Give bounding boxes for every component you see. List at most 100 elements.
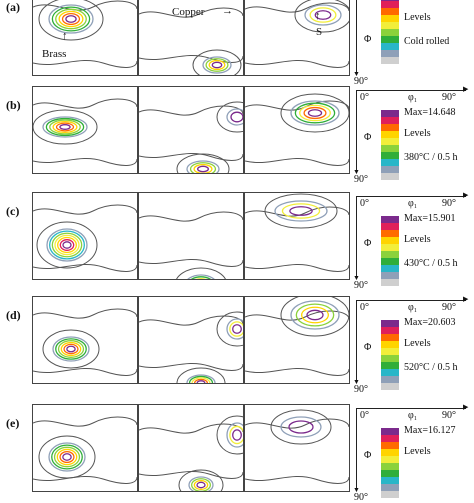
panel-label: (a)	[6, 0, 20, 14]
intensity-contour	[62, 453, 72, 461]
phi1-axis-label: φ₁	[408, 302, 418, 313]
legend-levels-label: Levels	[404, 234, 431, 245]
intensity-contour	[208, 59, 226, 71]
odf-figure: (a) ▼ Φ 90° Max=10.128 Levels Cold rolled (b) ▼ Φ…	[6, 0, 469, 503]
intensity-contour	[60, 341, 82, 357]
legend-color-swatch	[381, 57, 399, 64]
intensity-contour	[48, 4, 94, 34]
phi-axis-label: Φ	[364, 238, 372, 249]
intensity-contour	[45, 117, 85, 137]
outer-contour	[216, 101, 243, 133]
background-contour	[33, 204, 137, 272]
legend-color-swatch	[381, 279, 399, 286]
odf-section	[32, 296, 138, 384]
intensity-contour	[66, 345, 76, 353]
legend-color-swatch	[381, 428, 399, 435]
intensity-contour	[226, 108, 243, 126]
phi1-axis-arrow: ▶	[463, 85, 469, 93]
intensity-contour	[62, 241, 72, 249]
intensity-contour	[299, 104, 331, 122]
odf-contour-map	[33, 308, 137, 376]
intensity-contour	[229, 321, 243, 337]
intensity-contour	[230, 111, 243, 123]
intensity-contour	[232, 429, 242, 441]
outer-contour	[176, 367, 226, 383]
s-annotation: S	[316, 26, 323, 38]
panel-label: (b)	[6, 98, 21, 112]
outer-contour	[216, 311, 243, 347]
intensity-contour	[193, 163, 213, 173]
intensity-contour	[42, 116, 88, 138]
panel-label: (c)	[6, 204, 20, 218]
s-arrow: ↑	[315, 10, 321, 22]
phi1-axis-line	[356, 90, 466, 91]
odf-section	[244, 404, 350, 492]
phi1-axis-90-label: 90°	[442, 198, 456, 209]
odf-section	[32, 0, 138, 76]
phi1-axis-line	[356, 408, 466, 409]
background-contour	[33, 0, 137, 68]
legend-color-swatch	[381, 230, 399, 237]
odf-contour-map	[245, 193, 349, 272]
odf-contour-map	[139, 101, 243, 173]
phi-axis-90-label: 90°	[354, 174, 368, 185]
legend-color-swatch	[381, 152, 399, 159]
phi1-axis-arrow: ▶	[463, 295, 469, 303]
legend-color-swatch	[381, 320, 399, 327]
legend-color-swatch	[381, 131, 399, 138]
outer-contour	[192, 49, 242, 75]
intensity-contour	[289, 206, 313, 216]
intensity-contour	[46, 228, 88, 262]
background-contour	[245, 100, 349, 166]
phi1-axis-label: φ₁	[408, 198, 418, 209]
legend-color-swatch	[381, 0, 399, 1]
legend-condition-label: 430°C / 0.5 h	[404, 258, 458, 269]
phi1-axis-0-label: 0°	[360, 198, 369, 209]
legend-color-swatch	[381, 36, 399, 43]
phi1-axis-label: φ₁	[408, 92, 418, 103]
legend-color-swatch	[381, 138, 399, 145]
odf-section	[244, 86, 350, 174]
intensity-contour	[48, 442, 86, 472]
intensity-contour	[290, 300, 340, 330]
odf-section	[32, 192, 138, 280]
phi1-axis-arrow: ▶	[463, 191, 469, 199]
outer-contour	[176, 153, 230, 173]
legend-color-swatch	[381, 159, 399, 166]
legend-color-swatch	[381, 1, 399, 8]
legend-color-swatch	[381, 124, 399, 131]
intensity-contour	[187, 274, 215, 279]
intensity-contour	[55, 122, 75, 132]
odf-contour-map	[245, 93, 349, 166]
legend-color-swatch	[381, 117, 399, 124]
intensity-contour	[280, 416, 322, 438]
background-contour	[33, 98, 137, 166]
legend-levels-label: Levels	[404, 12, 431, 23]
intensity-contour	[304, 4, 342, 26]
legend-levels-label: Levels	[404, 338, 431, 349]
outer-contour	[42, 329, 100, 369]
legend-max-label: Max=15.901	[404, 213, 456, 224]
legend-max-label: Max=14.648	[404, 107, 456, 118]
intensity-contour	[226, 318, 243, 340]
intensity-contour	[59, 124, 71, 130]
odf-section	[138, 296, 244, 384]
phi-axis-90-label: 90°	[354, 280, 368, 291]
intensity-contour	[61, 12, 81, 26]
odf-contour-map	[245, 409, 349, 484]
intensity-contour	[274, 200, 328, 222]
intensity-contour	[301, 306, 329, 324]
legend-max-label: Max=20.603	[404, 317, 456, 328]
intensity-contour	[52, 120, 78, 134]
legend-condition-label: Cold rolled	[404, 36, 450, 47]
odf-section	[138, 86, 244, 174]
phi-axis-90-label: 90°	[354, 384, 368, 395]
odf-contour-map	[33, 98, 137, 166]
phi1-axis-90-label: 90°	[442, 302, 456, 313]
outer-contour	[294, 0, 349, 33]
intensity-contour	[295, 303, 335, 327]
phi-axis-line	[356, 90, 357, 172]
odf-section	[138, 192, 244, 280]
intensity-contour	[53, 446, 81, 468]
intensity-contour	[52, 336, 90, 362]
